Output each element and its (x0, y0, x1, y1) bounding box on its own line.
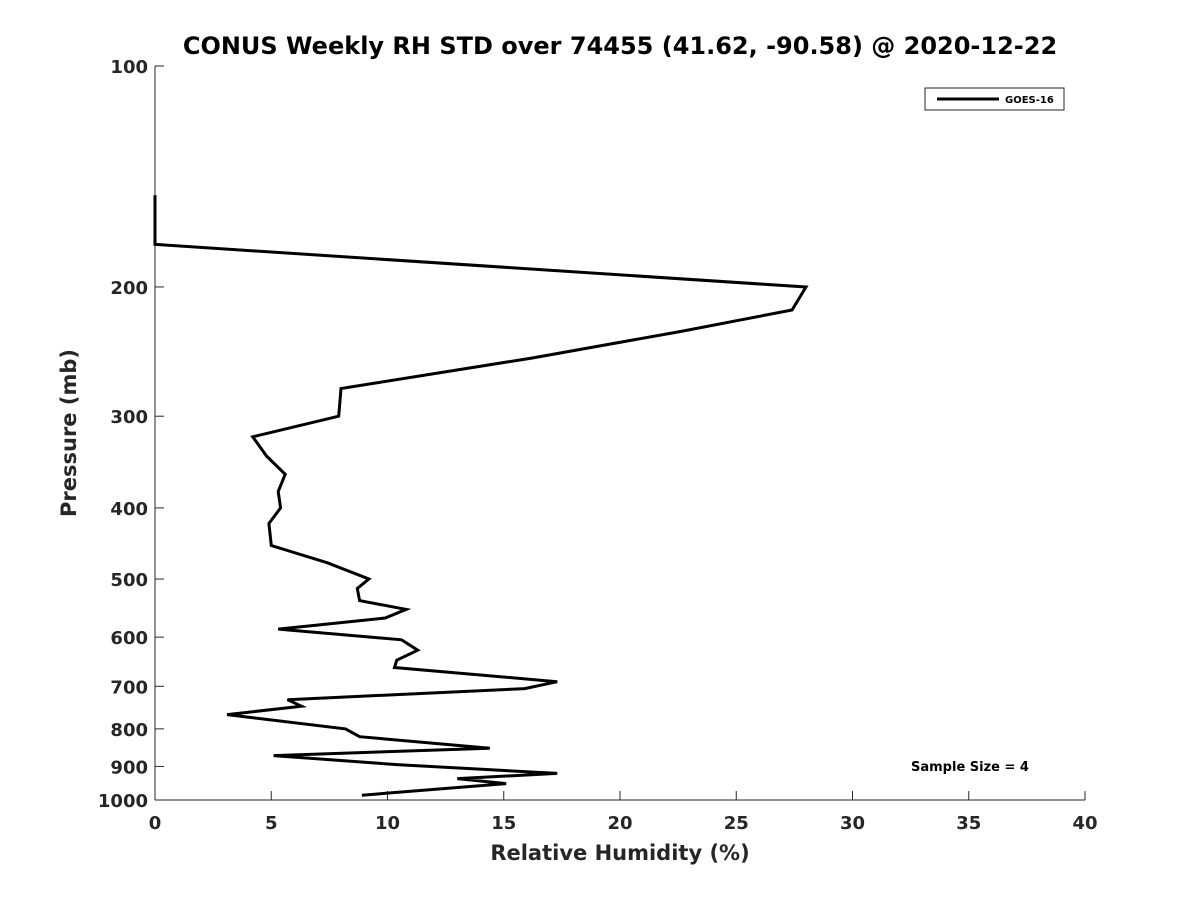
chart-title: CONUS Weekly RH STD over 74455 (41.62, -… (183, 32, 1057, 60)
x-ticks: 0 5 10 15 20 25 30 35 40 (149, 791, 1098, 834)
x-tick-label: 35 (956, 813, 981, 834)
x-axis-label: Relative Humidity (%) (490, 841, 749, 865)
y-tick-label: 200 (110, 278, 148, 299)
y-tick-label: 400 (110, 499, 148, 520)
y-ticks: 100 200 300 400 500 600 700 800 900 1000 (98, 57, 164, 812)
y-tick-label: 700 (110, 677, 148, 698)
x-tick-label: 15 (491, 813, 516, 834)
y-tick-label: 1000 (98, 791, 148, 812)
x-tick-label: 40 (1072, 813, 1097, 834)
x-tick-label: 25 (724, 813, 749, 834)
y-tick-label: 100 (110, 57, 148, 78)
x-tick-label: 10 (375, 813, 400, 834)
y-tick-label: 900 (110, 757, 148, 778)
y-tick-label: 800 (110, 720, 148, 741)
legend-entry-label: GOES-16 (1005, 95, 1054, 106)
x-tick-label: 5 (265, 813, 278, 834)
y-tick-label: 300 (110, 407, 148, 428)
x-tick-label: 0 (149, 813, 162, 834)
y-tick-label: 500 (110, 570, 148, 591)
y-axis-label: Pressure (mb) (57, 349, 81, 517)
series-line-goes-16 (153, 195, 809, 797)
x-tick-label: 20 (607, 813, 632, 834)
y-tick-label: 600 (110, 628, 148, 649)
sample-size-annotation: Sample Size = 4 (911, 760, 1029, 775)
legend: GOES-16 (924, 87, 1065, 111)
x-tick-label: 30 (840, 813, 865, 834)
